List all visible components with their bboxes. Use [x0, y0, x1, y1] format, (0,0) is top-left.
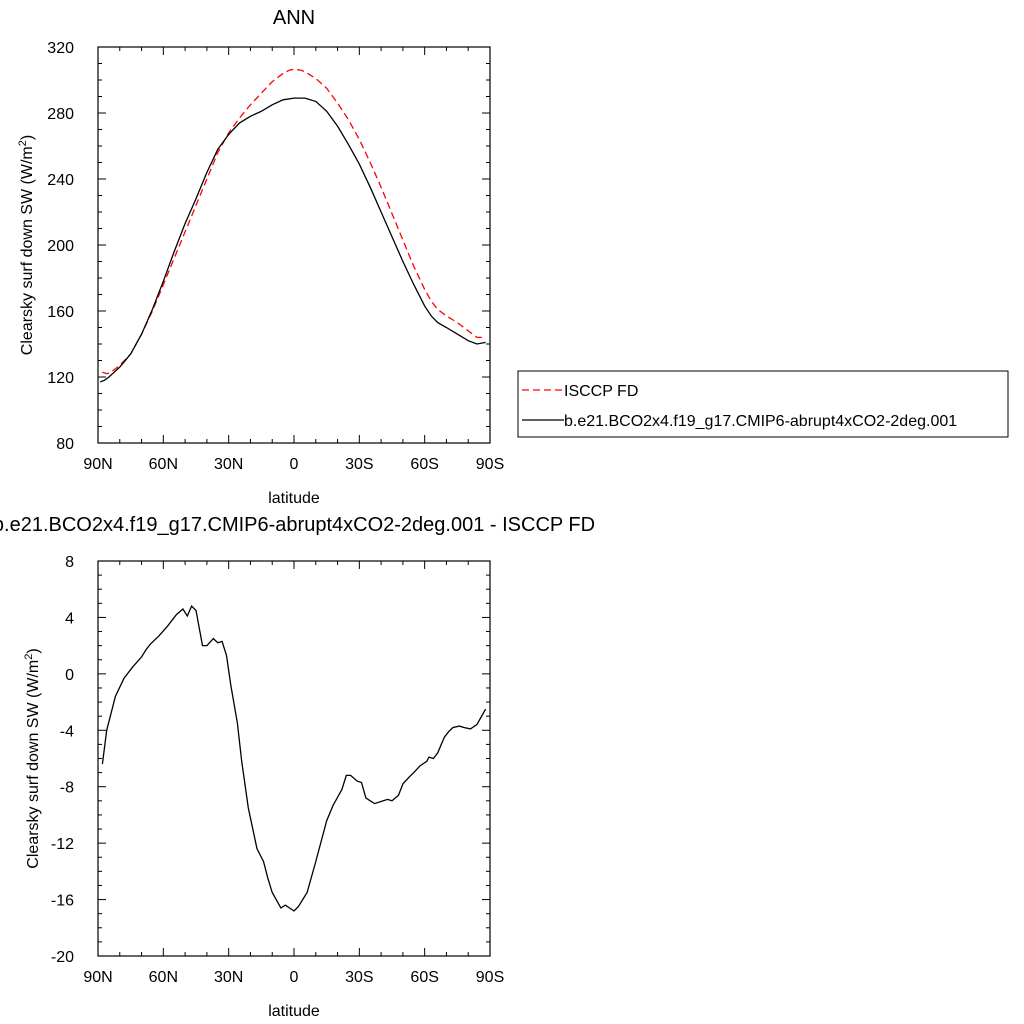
y-tick-label: 80	[56, 436, 74, 453]
y-tick-label: -12	[51, 836, 74, 853]
y-tick-label: 4	[65, 610, 74, 627]
chart-panel-2: b.e21.BCO2x4.f19_g17.CMIP6-abrupt4xCO2-2…	[0, 514, 595, 1020]
x-tick-label: 60S	[410, 969, 438, 986]
x-axis-label: latitude	[268, 1003, 320, 1020]
y-axis-label: Clearsky surf down SW (W/m2)	[23, 648, 42, 868]
x-tick-label: 30N	[214, 456, 243, 473]
series-line-2	[99, 97, 486, 383]
y-tick-label: -16	[51, 893, 74, 910]
x-tick-label: 90S	[476, 969, 504, 986]
chart-title: ANN	[273, 7, 315, 29]
y-tick-label: 200	[47, 238, 74, 255]
y-tick-label: 280	[47, 106, 74, 123]
y-axis-label: Clearsky surf down SW (W/m2)	[17, 135, 36, 355]
y-tick-label: 120	[47, 370, 74, 387]
chart-title: b.e21.BCO2x4.f19_g17.CMIP6-abrupt4xCO2-2…	[0, 514, 595, 536]
y-tick-label: 160	[47, 304, 74, 321]
plot-frame	[97, 46, 491, 444]
x-tick-label: 0	[290, 456, 299, 473]
y-tick-label: 240	[47, 172, 74, 189]
x-tick-label: 90S	[476, 456, 504, 473]
plot-frame	[97, 560, 491, 957]
series-line-1	[102, 68, 486, 375]
y-tick-label: 320	[47, 40, 74, 57]
y-tick-label: 0	[65, 667, 74, 684]
legend-box	[517, 370, 1009, 438]
y-tick-label: -20	[51, 949, 74, 966]
x-tick-label: 60N	[149, 456, 178, 473]
x-axis-label: latitude	[268, 490, 320, 507]
chart-panel-1: ANN 80 120 160 200 240 280 320 90N 60N 30N 0 30S 60S 9…	[17, 7, 1009, 507]
y-tick-label: -8	[60, 780, 74, 797]
legend: ISCCP FD b.e21.BCO2x4.f19_g17.CMIP6-abrup…	[517, 370, 1009, 438]
x-tick-label: 30N	[214, 969, 243, 986]
x-tick-label: 60N	[149, 969, 178, 986]
y-tick-label: 8	[65, 554, 74, 571]
x-tick-label: 0	[290, 969, 299, 986]
legend-entry-label: ISCCP FD	[564, 383, 638, 400]
x-tick-label: 90N	[83, 969, 112, 986]
x-tick-label: 30S	[345, 969, 373, 986]
legend-entry-label: b.e21.BCO2x4.f19_g17.CMIP6-abrupt4xCO2-2…	[564, 413, 957, 430]
x-tick-label: 60S	[410, 456, 438, 473]
x-tick-label: 90N	[83, 456, 112, 473]
x-tick-label: 30S	[345, 456, 373, 473]
y-tick-label: -4	[60, 723, 74, 740]
series-line-1	[101, 604, 487, 912]
